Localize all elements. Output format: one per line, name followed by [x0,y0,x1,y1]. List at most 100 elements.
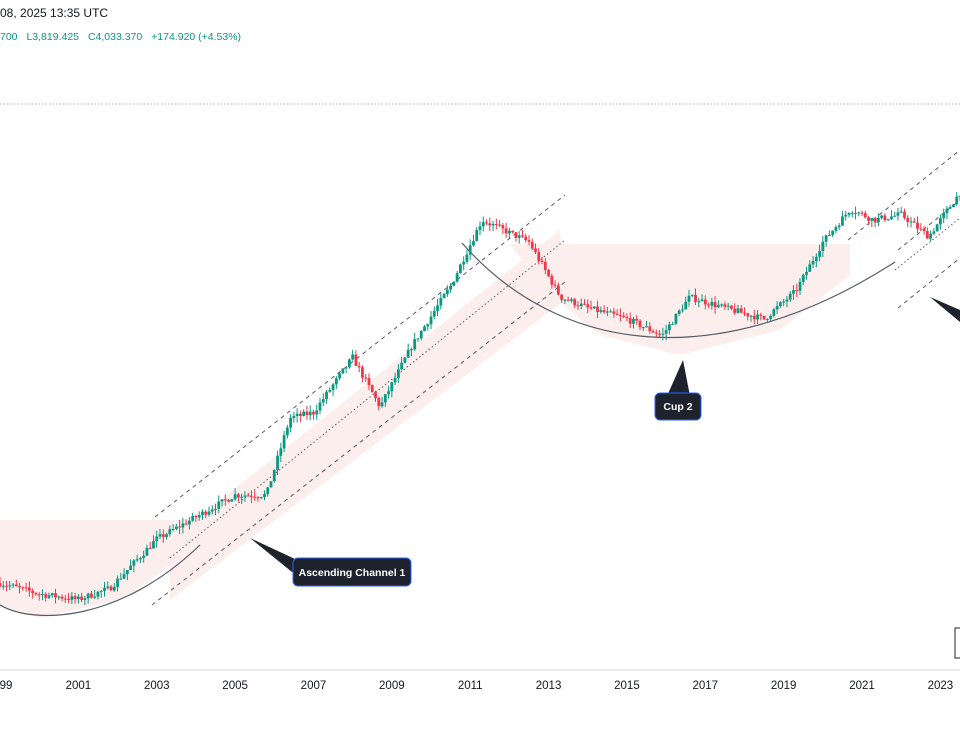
candle [99,589,103,598]
candle [560,294,564,303]
candle [279,442,283,463]
candle [674,313,678,326]
candle [720,303,724,308]
candle [178,520,181,534]
candle [256,495,260,502]
candle [818,244,821,262]
candle [589,300,593,311]
candle [361,365,364,383]
candle [57,595,61,600]
candle [426,323,430,331]
candle [344,367,348,374]
candle [687,289,691,307]
candle [811,256,815,269]
candle [1,581,5,590]
candle [246,492,250,497]
candle [517,231,521,244]
candle [285,424,289,439]
x-tick-label: 2007 [301,680,327,692]
candle [419,330,423,341]
annotation-ascending-channel[interactable]: Ascending Channel 1 [250,538,412,587]
candle [63,595,67,603]
candle [870,217,874,228]
candle [41,589,44,601]
candle [452,281,456,287]
candle [514,232,518,242]
candle [726,302,730,311]
candle [932,228,936,235]
candle [142,550,146,563]
candle [210,505,214,515]
candle [462,256,466,271]
candle [227,498,230,503]
candle [844,211,848,221]
candle [37,592,41,601]
x-tick-label: 2011 [458,680,483,692]
candle [942,208,946,224]
cup-arcs [0,242,896,617]
candle [779,301,782,308]
candle [455,270,459,283]
candle [289,414,293,433]
candle [553,280,557,288]
channel-lines [151,149,960,606]
candle [664,324,668,341]
candle [76,593,80,604]
candle [736,304,740,314]
candle [658,330,661,338]
annotation-cup[interactable]: Cup 2 [654,360,702,421]
candle [181,517,185,534]
candle [152,535,155,549]
candle [697,297,701,308]
candle [625,313,629,322]
candle [570,297,573,303]
candle [174,523,178,531]
candle [485,219,488,226]
candle [351,349,355,361]
x-tick-label: 2021 [849,680,875,692]
candle [622,312,626,319]
candle [566,296,570,302]
candle [827,230,831,237]
candle [511,230,515,234]
candle [837,222,841,230]
candle [713,296,717,314]
candle [547,268,550,278]
candle [481,216,485,232]
candle [521,229,524,238]
candle [194,514,198,522]
candle [801,273,805,286]
candle [550,273,554,289]
candle [315,404,319,420]
x-tick-label: 99 [0,680,12,692]
candle [824,234,828,247]
edge-widget[interactable] [954,627,960,659]
candle [939,214,942,230]
candle [501,223,505,235]
candle [527,235,531,246]
x-tick-label: 2001 [66,680,92,692]
candle [445,285,449,297]
candle [459,263,462,274]
x-tick-label: 2005 [222,680,248,692]
candle [331,382,335,396]
candle [628,312,632,328]
x-tick-label: 2015 [614,680,640,692]
candle [70,591,74,605]
candle [387,386,390,399]
candle [641,326,645,331]
candle [880,215,884,220]
ohlc-readout: 700 L3,819.425 C4,033.370 +174.920 (+4.5… [0,31,247,43]
ohlc-open: 700 [0,31,18,43]
candle [250,490,253,504]
candle [305,405,309,420]
candle [302,409,306,417]
candle [648,322,652,334]
candle [357,362,361,373]
candle [236,492,240,502]
candle [857,211,861,217]
candle [148,541,152,550]
candle [44,592,48,602]
candle [413,332,417,352]
